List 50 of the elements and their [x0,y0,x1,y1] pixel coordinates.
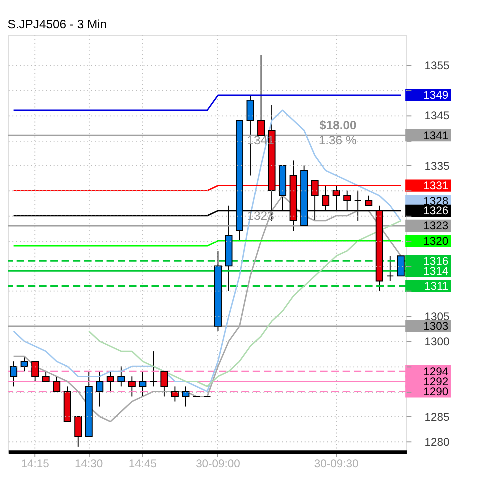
candlestick [32,361,40,382]
ref-line-label: 1290 [424,386,449,398]
candlestick [171,386,179,402]
candlestick [20,356,28,372]
line-series [88,220,402,388]
line-series [13,110,402,392]
candlestick [258,54,266,136]
candlestick [106,371,114,392]
text: 1331 [424,180,449,193]
candlestick [96,371,104,408]
ref-line-label: 1294 [424,366,449,378]
candlestick [160,371,168,398]
candlestick [182,386,190,408]
y-tick-label: 1305 [424,312,450,324]
candlestick [118,366,126,388]
ref-line-label: 1311 [424,280,449,293]
candlestick [74,416,82,448]
y-tick-label: 1345 [424,110,450,123]
candlestick [150,351,158,388]
candlestick [10,361,18,388]
chart-title: S.JPJ4506 - 3 Min [8,18,108,32]
ref-line-label: 1292 [424,376,449,388]
candlestick [53,376,61,392]
x-tick-label: 14:30 [75,458,104,470]
ref-line-label: 1316 [424,256,449,268]
ref-line-label: 1314 [424,266,449,278]
x-tick-label: 30-09:30 [314,458,359,470]
candlestick [42,371,50,382]
text: 1349 [424,90,449,102]
y-tick-label: 1280 [424,437,450,450]
annotation: 1.36 % [318,133,357,148]
y-tick-label: 1355 [424,60,450,72]
text: 1320 [424,236,449,248]
text: 1328 [424,196,449,208]
ref-line-label: 1323 [424,220,449,233]
x-tick-label: 30-09:00 [196,458,240,470]
candlestick [397,256,405,277]
candlestick [386,256,394,282]
y-tick-label: 1300 [424,336,450,349]
y-tick-label: 1335 [424,160,450,173]
candlestick [365,195,373,206]
text: 1326 [424,206,449,218]
x-tick-label: 14:45 [128,458,157,470]
y-tick-label: 1285 [424,412,450,424]
candlestick [139,371,147,398]
candlestick [128,376,136,398]
annotation: $18.00 [320,118,357,132]
x-tick-label: 14:15 [21,458,50,470]
ref-line-label: 1341 [424,130,449,142]
ref-line-label: 1303 [424,321,449,334]
